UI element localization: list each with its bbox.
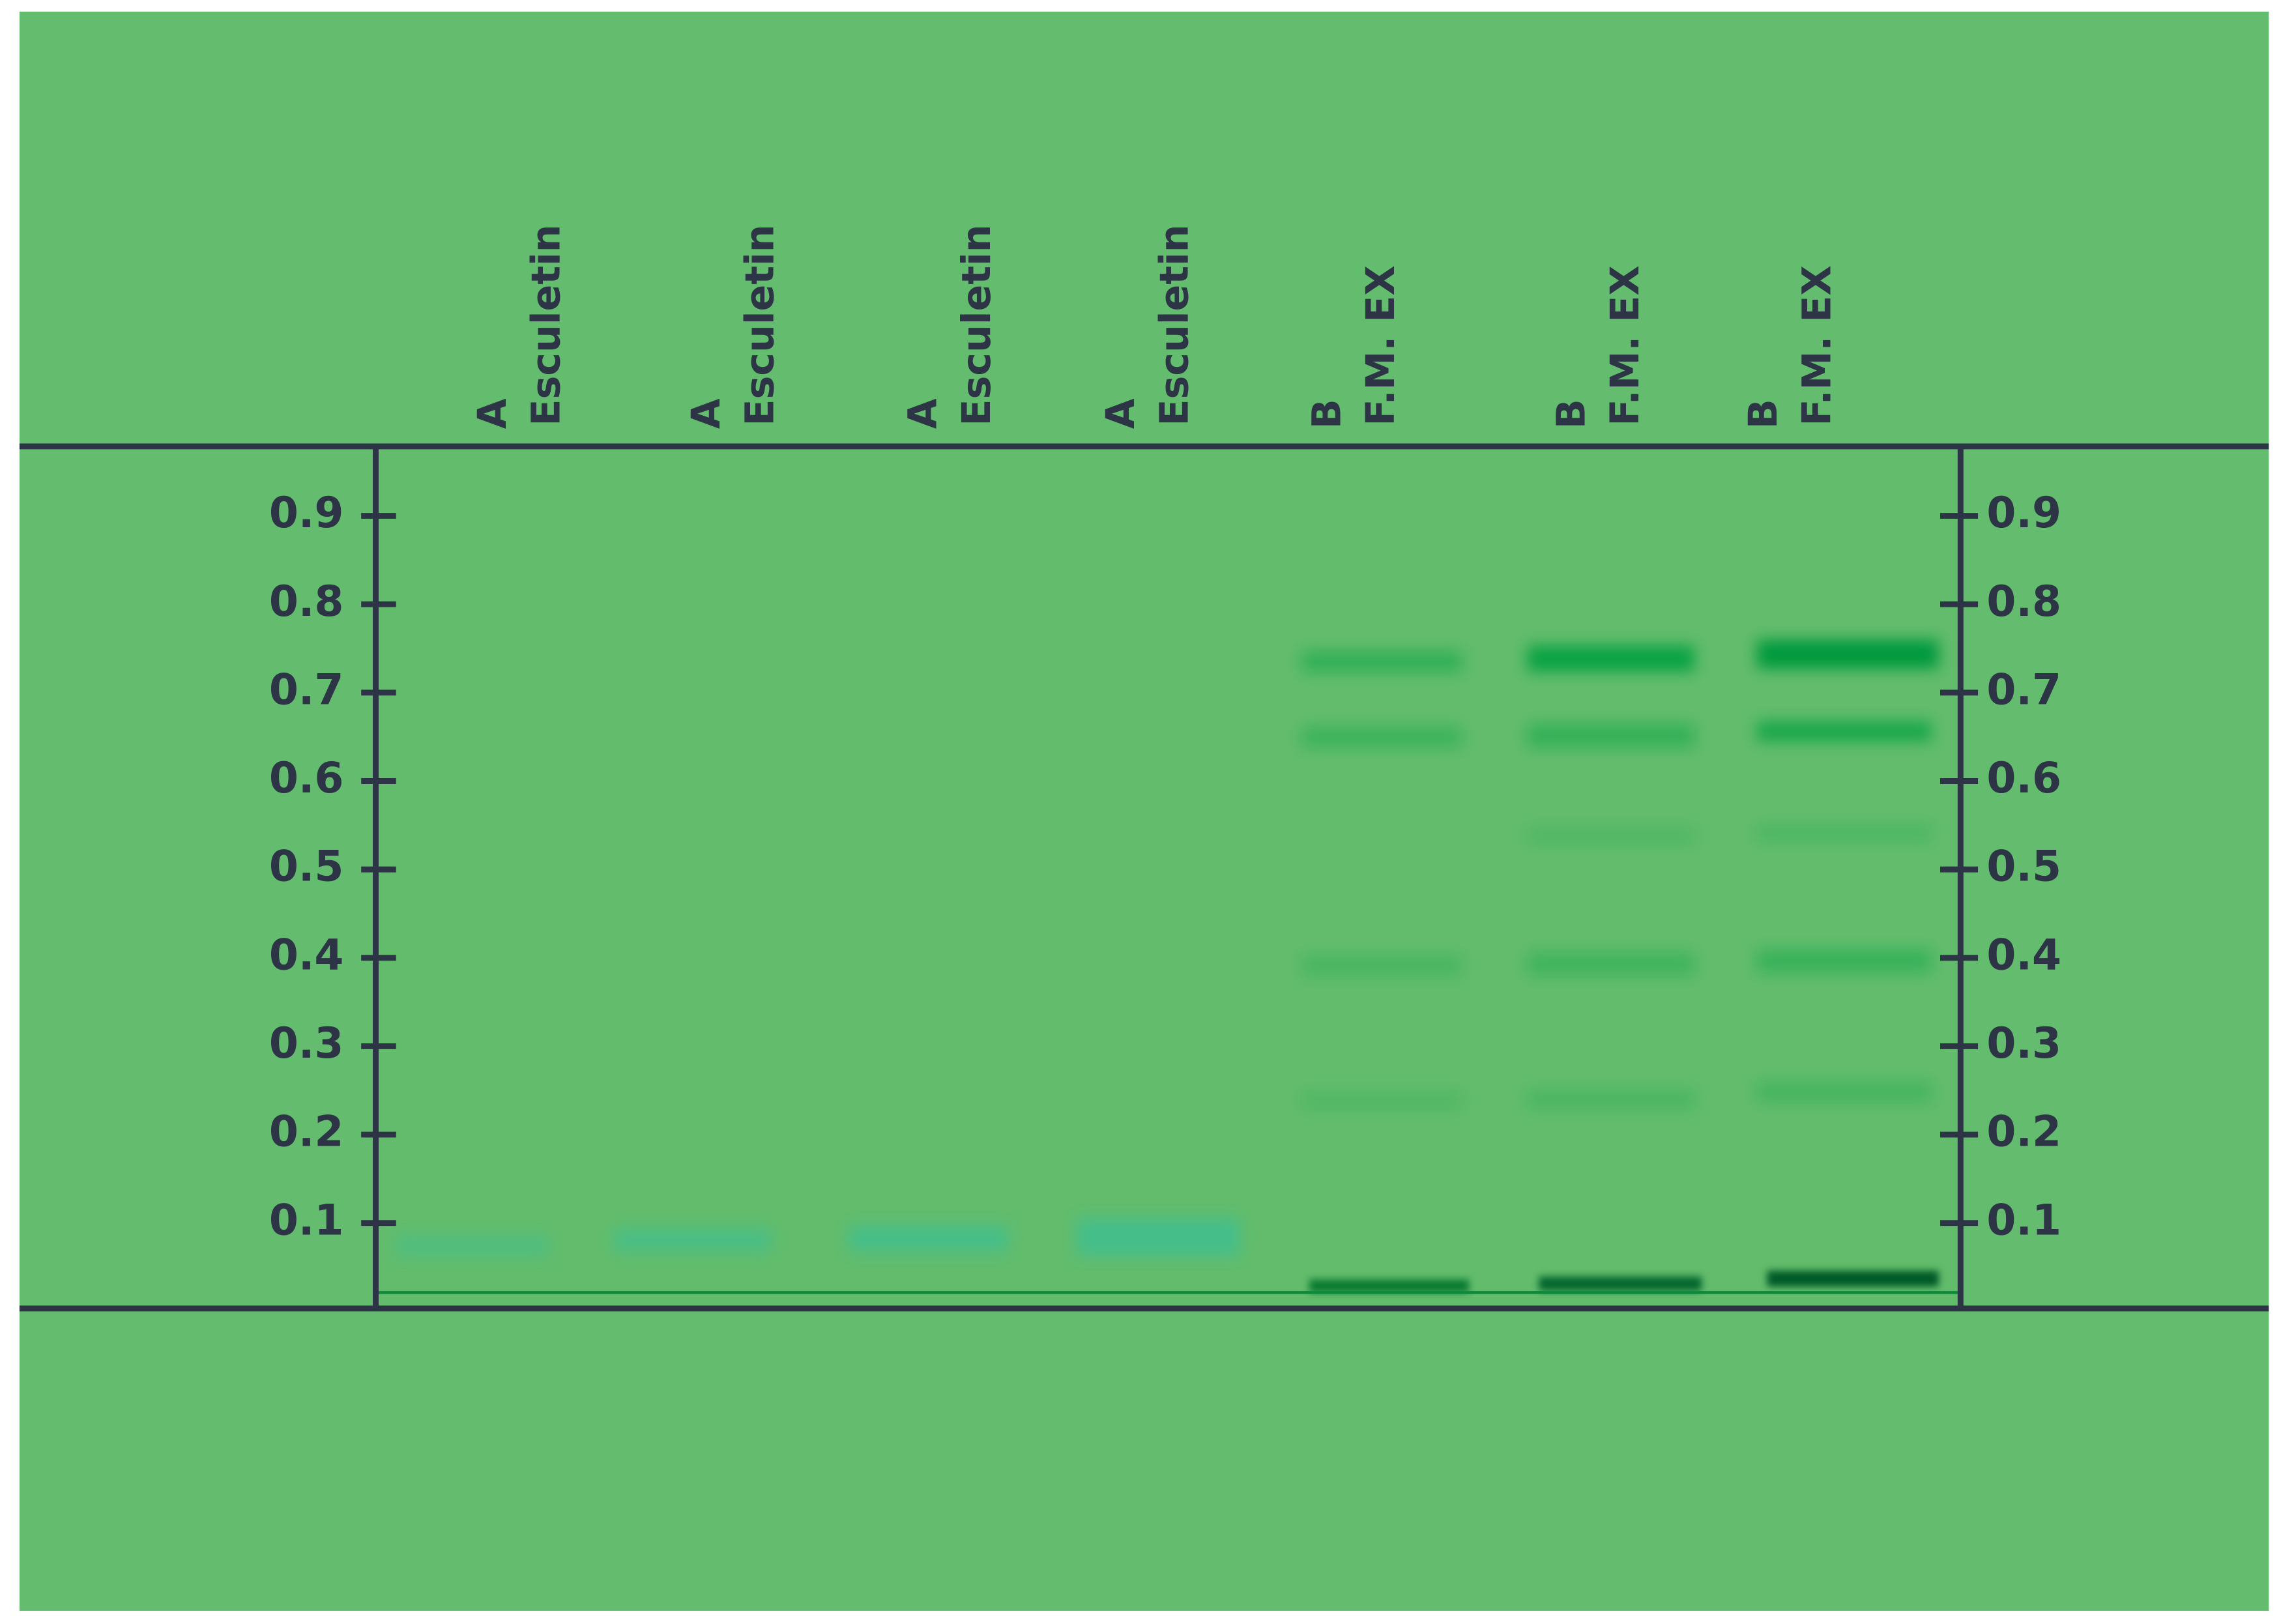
band [1527, 952, 1695, 976]
tick-label: 0.8 [1986, 577, 2061, 626]
tick-label: 0.7 [1986, 665, 2061, 714]
band [848, 1225, 1008, 1252]
lane-label: A [900, 398, 946, 429]
band [1301, 727, 1462, 747]
band [1756, 721, 1932, 742]
band [1301, 955, 1462, 976]
tick-label: 0.5 [1986, 843, 2061, 892]
tick-label: 0.7 [269, 665, 344, 714]
tick-label: 0.4 [269, 931, 344, 979]
lane-label: A [470, 398, 516, 429]
band [1756, 949, 1932, 973]
band [1076, 1218, 1240, 1256]
lane-sample: Esculetin [1152, 224, 1197, 426]
tick-label: 0.9 [1986, 489, 2061, 538]
band [1527, 1090, 1695, 1109]
band [1301, 651, 1462, 672]
lane-sample: F.M. EX [1794, 265, 1840, 426]
tick-label: 0.5 [269, 843, 344, 892]
band [1767, 1270, 1939, 1287]
tick-label: 0.3 [269, 1019, 344, 1068]
tick-label: 0.2 [1986, 1108, 2061, 1157]
band [1756, 1081, 1932, 1103]
lane-sample: Esculetin [954, 224, 1000, 426]
tick-label: 0.9 [269, 489, 344, 538]
lane-sample: F.M. EX [1603, 265, 1648, 426]
band [1301, 1093, 1462, 1109]
band [1756, 826, 1932, 841]
lane-label: A [684, 398, 729, 429]
plate [375, 446, 1961, 1309]
lane-label: B [1741, 399, 1786, 429]
tick-label: 0.8 [269, 577, 344, 626]
lane-sample: Esculetin [524, 224, 570, 426]
tick-label: 0.3 [1986, 1019, 2061, 1068]
band [1756, 639, 1939, 669]
lane-label: A [1098, 398, 1144, 429]
bands [375, 639, 1961, 1294]
lane-label: B [1305, 399, 1350, 429]
band [396, 1236, 549, 1256]
tick-label: 0.1 [269, 1196, 344, 1245]
tick-label: 0.6 [269, 754, 344, 803]
tick-label: 0.6 [1986, 754, 2061, 803]
band [1527, 645, 1695, 672]
band [1527, 724, 1695, 747]
tick-label: 0.2 [269, 1108, 344, 1157]
band [614, 1228, 772, 1252]
band [1527, 828, 1695, 843]
band [1309, 1279, 1470, 1293]
lane-label: B [1548, 399, 1594, 429]
lane-sample: Esculetin [738, 224, 783, 426]
lane-sample: F.M. EX [1358, 265, 1404, 426]
tick-label: 0.1 [1986, 1196, 2061, 1245]
tick-label: 0.4 [1986, 931, 2061, 979]
band [1539, 1276, 1702, 1292]
